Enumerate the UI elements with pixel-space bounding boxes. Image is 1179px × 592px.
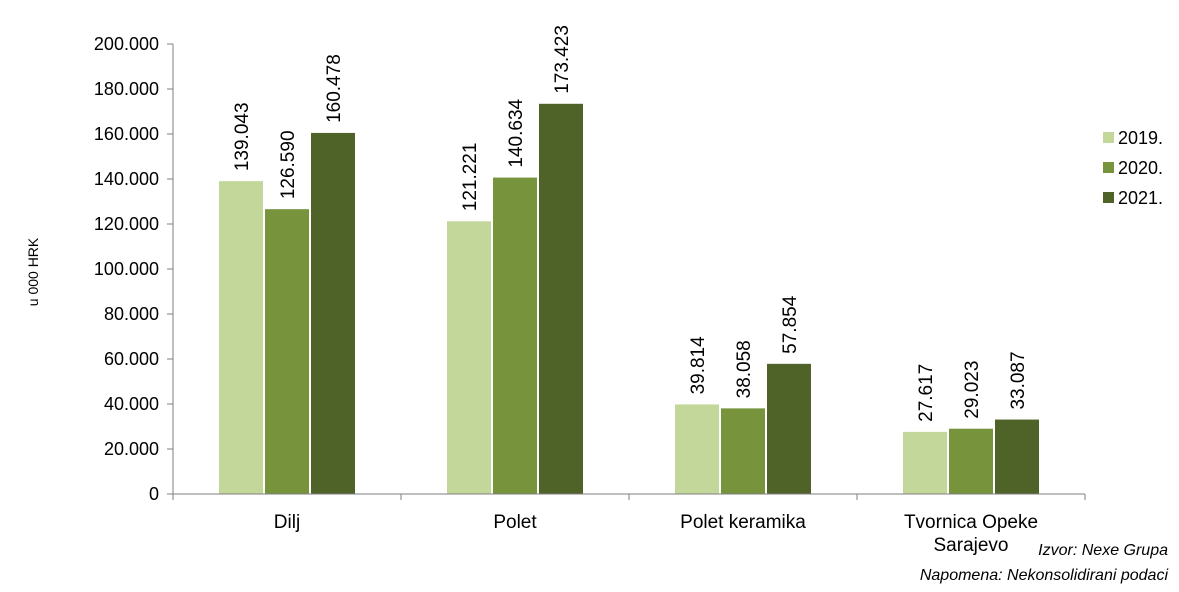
legend-label: 2019. xyxy=(1118,128,1163,148)
bar xyxy=(539,103,583,494)
x-category-label: Dilj xyxy=(274,512,300,533)
bar-value-label: 139.043 xyxy=(232,102,253,171)
y-axis-label: u 000 HRK xyxy=(25,237,41,306)
legend-label: 2020. xyxy=(1118,158,1163,178)
bar-value-label: 39.814 xyxy=(688,336,709,395)
remark-note: Napomena: Nekonsolidirani podaci xyxy=(920,567,1169,584)
legend: 2019. 2020. 2021. xyxy=(1103,128,1163,208)
bar-value-label: 27.617 xyxy=(916,364,937,422)
source-note: Izvor: Nexe Grupa xyxy=(1038,542,1168,559)
bar-value-label: 29.023 xyxy=(962,361,983,419)
data-labels: 139.043 126.590 160.478 121.221 140.634 173.4… xyxy=(232,25,1029,422)
bar xyxy=(447,221,491,494)
y-tick-label: 40.000 xyxy=(104,394,159,414)
y-tick-label: 160.000 xyxy=(94,124,159,144)
bar-value-label: 57.854 xyxy=(780,295,801,354)
bar xyxy=(311,132,355,494)
bar-value-label: 126.590 xyxy=(278,130,299,199)
y-tick-label: 120.000 xyxy=(94,214,159,234)
bar xyxy=(721,408,765,494)
bar xyxy=(675,404,719,494)
bar-value-label: 121.221 xyxy=(460,143,481,212)
legend-swatch xyxy=(1103,192,1114,203)
bar xyxy=(219,181,263,494)
legend-swatch xyxy=(1103,162,1114,173)
y-tick-label: 80.000 xyxy=(104,304,159,324)
x-category-label: Polet xyxy=(493,512,537,533)
y-tick-label: 100.000 xyxy=(94,259,159,279)
bar xyxy=(493,177,537,495)
x-axis: Dilj Polet Polet keramika Tvornica Opeke Sar… xyxy=(172,493,1086,556)
bar xyxy=(995,419,1039,494)
y-tick-label: 60.000 xyxy=(104,349,159,369)
legend-swatch xyxy=(1103,132,1114,143)
y-axis: 0 20.000 40.000 60.000 80.000 100.000 120.000 1… xyxy=(94,34,174,504)
legend-label: 2021. xyxy=(1118,188,1163,208)
bar-value-label: 173.423 xyxy=(552,25,573,94)
y-tick-label: 0 xyxy=(149,484,159,504)
x-category-label: Tvornica Opeke Sarajevo xyxy=(904,512,1038,556)
bar xyxy=(767,363,811,494)
bar xyxy=(265,209,309,495)
bar xyxy=(903,431,947,494)
bar-value-label: 160.478 xyxy=(324,54,345,123)
y-tick-label: 20.000 xyxy=(104,439,159,459)
bar xyxy=(949,428,993,494)
bars xyxy=(219,103,1039,495)
bar-value-label: 33.087 xyxy=(1008,351,1029,409)
y-tick-label: 140.000 xyxy=(94,169,159,189)
y-tick-label: 200.000 xyxy=(94,34,159,54)
y-tick-label: 180.000 xyxy=(94,79,159,99)
bar-value-label: 38.058 xyxy=(734,340,755,398)
bar-value-label: 140.634 xyxy=(506,98,527,167)
x-category-label: Polet keramika xyxy=(680,512,806,533)
